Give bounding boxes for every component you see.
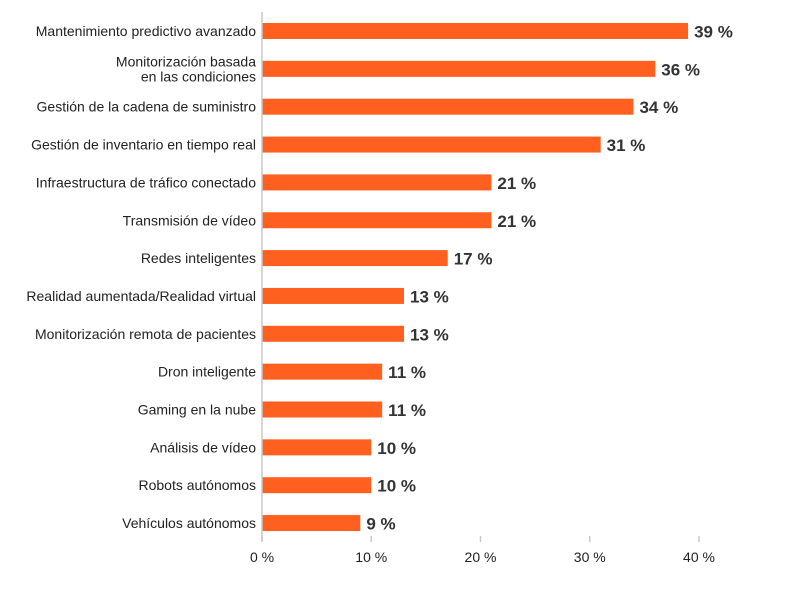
bar: [262, 23, 689, 39]
x-tick-label: 10 %: [355, 549, 387, 565]
category-label: Gestión de inventario en tiempo real: [31, 137, 256, 153]
category-label: Vehículos autónomos: [122, 515, 256, 531]
bar: [262, 287, 405, 304]
category-label: Realidad aumentada/Realidad virtual: [26, 288, 256, 304]
bar: [262, 515, 361, 532]
bar: [262, 325, 405, 342]
bar: [262, 477, 372, 494]
x-tick-label: 30 %: [574, 549, 606, 565]
data-label: 10 %: [377, 477, 416, 496]
data-label: 21 %: [497, 174, 536, 193]
category-label: en las condiciones: [141, 68, 256, 84]
category-label: Robots autónomos: [138, 477, 256, 493]
category-label: Transmisión de vídeo: [123, 212, 257, 228]
data-label: 13 %: [410, 325, 449, 344]
x-tick-label: 0 %: [250, 549, 274, 565]
data-label: 34 %: [639, 98, 678, 117]
data-label: 36 %: [661, 60, 700, 79]
data-label: 21 %: [497, 212, 536, 231]
data-label: 17 %: [454, 250, 493, 269]
x-tick-label: 20 %: [465, 549, 497, 565]
x-tick-label: 40 %: [683, 549, 715, 565]
data-label: 31 %: [607, 136, 646, 155]
data-label: 11 %: [388, 363, 426, 382]
bar: [262, 136, 601, 153]
category-label: Monitorización remota de pacientes: [35, 326, 256, 342]
category-label: Infraestructura de tráfico conectado: [36, 174, 256, 190]
data-label: 11 %: [388, 401, 426, 420]
bar: [262, 212, 492, 229]
category-label: Análisis de vídeo: [150, 439, 256, 455]
data-label: 13 %: [410, 287, 449, 306]
category-label: Dron inteligente: [158, 364, 256, 380]
category-label: Mantenimiento predictivo avanzado: [36, 23, 256, 39]
bar: [262, 60, 656, 77]
category-label: Gestión de la cadena de suministro: [37, 99, 257, 115]
bar: [262, 250, 448, 267]
category-label: Redes inteligentes: [141, 250, 256, 266]
data-label: 10 %: [377, 439, 416, 458]
bar: [262, 98, 634, 115]
category-label: Monitorización basada: [116, 53, 256, 69]
data-label: 9 %: [366, 515, 395, 534]
bar: [262, 401, 383, 418]
bar: [262, 363, 383, 380]
bar: [262, 174, 492, 191]
data-label: 39 %: [694, 23, 733, 42]
category-label: Gaming en la nube: [138, 402, 257, 418]
bar: [262, 439, 372, 456]
